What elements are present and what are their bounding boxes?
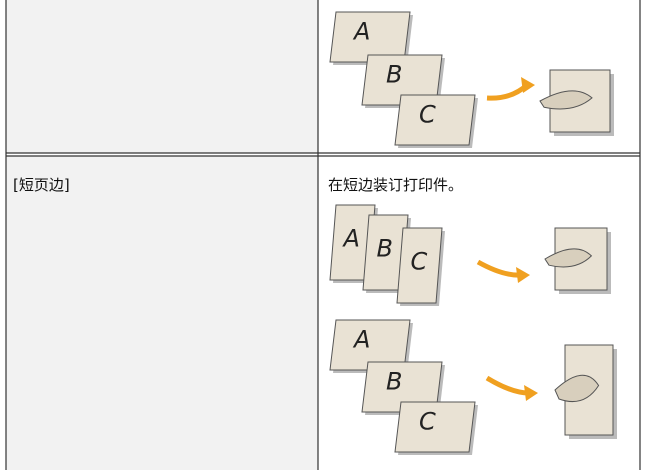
page-letter: B [377, 234, 393, 262]
page [394, 94, 476, 146]
arrow-head [521, 77, 535, 93]
table-cell [6, 0, 318, 153]
arrow [476, 259, 523, 278]
arrow-head [524, 385, 538, 401]
setting-name: [短页边] [13, 176, 70, 194]
arrow [485, 375, 531, 396]
page-letter: A [352, 18, 370, 46]
page-letter: C [411, 247, 428, 275]
page [396, 227, 443, 304]
page-letter: B [386, 61, 402, 89]
page-letter: C [419, 408, 436, 436]
page-letter: A [342, 224, 360, 252]
table-borders [5, 0, 641, 470]
arrow [486, 83, 529, 101]
page-curl [554, 374, 600, 403]
page-letter: B [386, 368, 402, 396]
page [394, 401, 476, 453]
table-cell [6, 156, 318, 470]
page-letter: A [352, 326, 370, 354]
page-curl [539, 90, 593, 110]
page-curl [544, 248, 593, 268]
page-letter: C [419, 101, 436, 129]
setting-description: 在短边装订打印件。 [328, 176, 464, 194]
arrow-head [516, 267, 530, 283]
